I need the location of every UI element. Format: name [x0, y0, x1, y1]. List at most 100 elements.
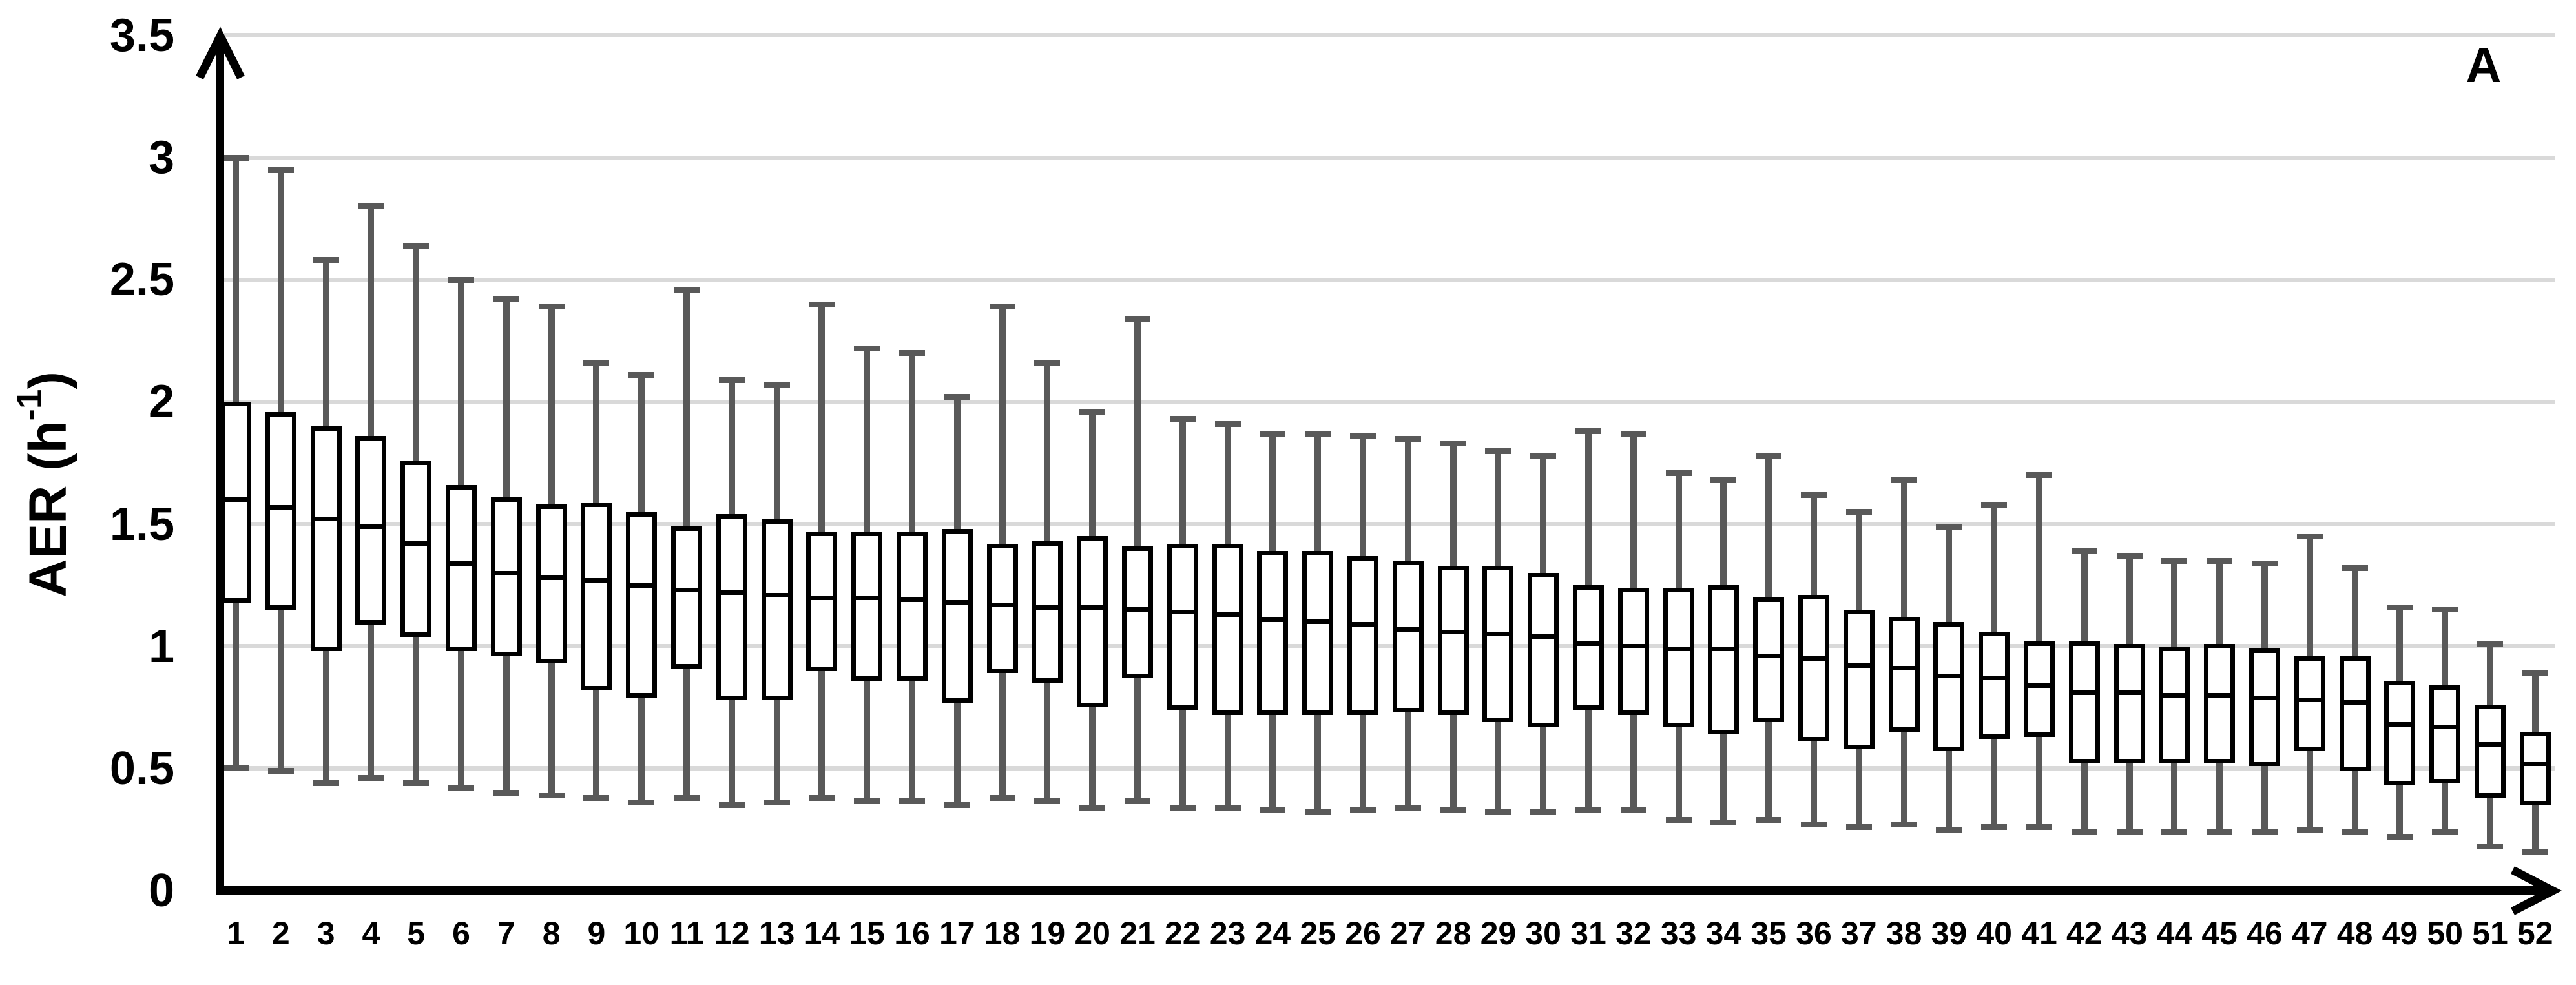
x-axis-tick-label: 31 — [1570, 915, 1606, 951]
whisker-cap-top — [2387, 604, 2413, 610]
whisker-cap-top — [674, 286, 700, 293]
whisker-cap-top — [628, 372, 655, 378]
whisker-cap-top — [2522, 670, 2548, 676]
iqr-box — [446, 485, 477, 652]
y-axis-arrowhead-icon — [196, 26, 245, 79]
x-axis-tick-label: 7 — [497, 915, 515, 951]
median-line — [1167, 610, 1198, 615]
whisker-cap-top — [2342, 565, 2368, 572]
whisker-cap-bottom — [944, 802, 970, 809]
whisker-cap-bottom — [223, 765, 249, 772]
x-axis-tick-label: 29 — [1480, 915, 1517, 951]
x-axis-tick-label: 40 — [1976, 915, 2012, 951]
whisker-cap-bottom — [1981, 824, 2008, 831]
y-axis-tick-label: 0.5 — [109, 742, 174, 794]
x-axis-tick-label: 21 — [1119, 915, 1156, 951]
x-axis-tick-label: 24 — [1254, 915, 1291, 951]
median-line — [1437, 629, 1469, 634]
median-line — [1979, 676, 2010, 681]
whisker-cap-bottom — [1350, 807, 1376, 813]
median-line — [1617, 644, 1649, 649]
x-axis-tick-label: 11 — [669, 915, 704, 951]
median-line — [490, 570, 522, 575]
whisker-cap-bottom — [2522, 848, 2548, 855]
whisker-cap-bottom — [1936, 826, 1962, 833]
whisker-cap-top — [1260, 431, 1286, 437]
median-line — [1888, 666, 1920, 671]
whisker-cap-bottom — [2387, 834, 2413, 840]
whisker-cap-bottom — [493, 790, 519, 796]
gridline — [220, 33, 2555, 38]
median-line — [2249, 695, 2280, 700]
whisker-cap-top — [2026, 472, 2052, 479]
whisker-cap-bottom — [1845, 824, 1872, 831]
median-line — [626, 583, 658, 588]
iqr-box — [2024, 641, 2055, 737]
gridline — [220, 399, 2555, 404]
x-axis-tick-label: 10 — [623, 915, 660, 951]
x-axis-tick-label: 17 — [939, 915, 975, 951]
median-line — [1302, 619, 1334, 625]
median-line — [581, 578, 612, 583]
median-line — [1032, 605, 1063, 610]
whisker-cap-top — [1305, 431, 1331, 437]
median-line — [2204, 692, 2236, 698]
x-axis-tick-label: 32 — [1615, 915, 1652, 951]
whisker-cap-bottom — [313, 780, 339, 787]
iqr-box — [2114, 643, 2145, 764]
iqr-box — [1032, 541, 1063, 683]
whisker-cap-bottom — [448, 785, 474, 791]
whisker-cap-bottom — [583, 794, 610, 801]
x-axis-tick-label: 47 — [2291, 915, 2328, 951]
x-axis-tick-label: 48 — [2336, 915, 2373, 951]
x-axis-tick-label: 3 — [317, 915, 335, 951]
whisker-cap-top — [1214, 420, 1241, 427]
median-line — [1257, 617, 1289, 622]
whisker-cap-top — [313, 257, 339, 264]
whisker-cap-top — [1395, 435, 1421, 442]
y-axis-tick-label: 0 — [148, 865, 174, 917]
median-line — [2429, 725, 2461, 730]
whisker-cap-bottom — [403, 780, 430, 787]
x-axis-tick-label: 45 — [2201, 915, 2238, 951]
whisker-cap-bottom — [1034, 797, 1061, 804]
iqr-box — [2249, 648, 2280, 767]
x-axis-tick-label: 2 — [271, 915, 290, 951]
x-axis-tick-label: 18 — [984, 915, 1021, 951]
iqr-box — [806, 531, 838, 671]
whisker-cap-top — [1125, 316, 1150, 322]
whisker-cap-bottom — [1620, 807, 1646, 813]
whisker-cap-top — [1079, 409, 1106, 415]
y-axis-tick-label: 1 — [148, 620, 174, 672]
x-axis-tick-label: 28 — [1435, 915, 1471, 951]
whisker-cap-top — [1530, 453, 1557, 459]
iqr-box — [716, 514, 747, 700]
whisker-cap-bottom — [1079, 804, 1106, 811]
median-line — [1347, 622, 1378, 627]
whisker-cap-top — [267, 167, 294, 173]
x-axis-tick-label: 16 — [894, 915, 930, 951]
whisker-cap-top — [2071, 548, 2097, 554]
whisker-cap-bottom — [1214, 804, 1241, 811]
median-line — [716, 590, 747, 595]
iqr-box — [265, 411, 296, 610]
whisker-cap-top — [2161, 557, 2188, 564]
median-line — [2294, 698, 2325, 703]
median-line — [446, 561, 477, 566]
whisker-cap-top — [2477, 641, 2503, 647]
iqr-box — [535, 504, 567, 664]
median-line — [761, 592, 793, 597]
x-axis-tick-label: 1 — [227, 915, 245, 951]
whisker-cap-top — [2432, 607, 2458, 613]
median-line — [671, 588, 702, 593]
iqr-box — [1257, 551, 1289, 715]
iqr-box — [2159, 646, 2190, 764]
iqr-box — [2475, 705, 2506, 798]
whisker-cap-top — [1981, 501, 2008, 508]
whisker-cap-bottom — [2116, 829, 2143, 835]
iqr-box — [2339, 656, 2371, 771]
median-line — [1663, 646, 1694, 651]
whisker-cap-top — [899, 350, 925, 357]
